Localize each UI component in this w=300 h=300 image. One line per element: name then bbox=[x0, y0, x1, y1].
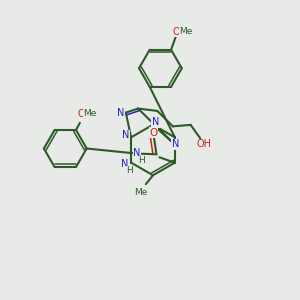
Text: Me: Me bbox=[84, 110, 97, 118]
Text: Me: Me bbox=[179, 27, 193, 36]
Text: Me: Me bbox=[134, 188, 147, 197]
Text: O: O bbox=[172, 27, 180, 37]
Text: N: N bbox=[122, 130, 129, 140]
Text: N: N bbox=[172, 139, 179, 149]
Text: N: N bbox=[152, 117, 159, 128]
Text: O: O bbox=[149, 128, 158, 138]
Text: OH: OH bbox=[196, 139, 211, 149]
Text: O: O bbox=[77, 109, 85, 119]
Text: N: N bbox=[134, 148, 141, 158]
Text: N: N bbox=[121, 159, 128, 169]
Text: H: H bbox=[138, 156, 145, 165]
Text: N: N bbox=[117, 108, 124, 118]
Text: H: H bbox=[127, 167, 133, 176]
